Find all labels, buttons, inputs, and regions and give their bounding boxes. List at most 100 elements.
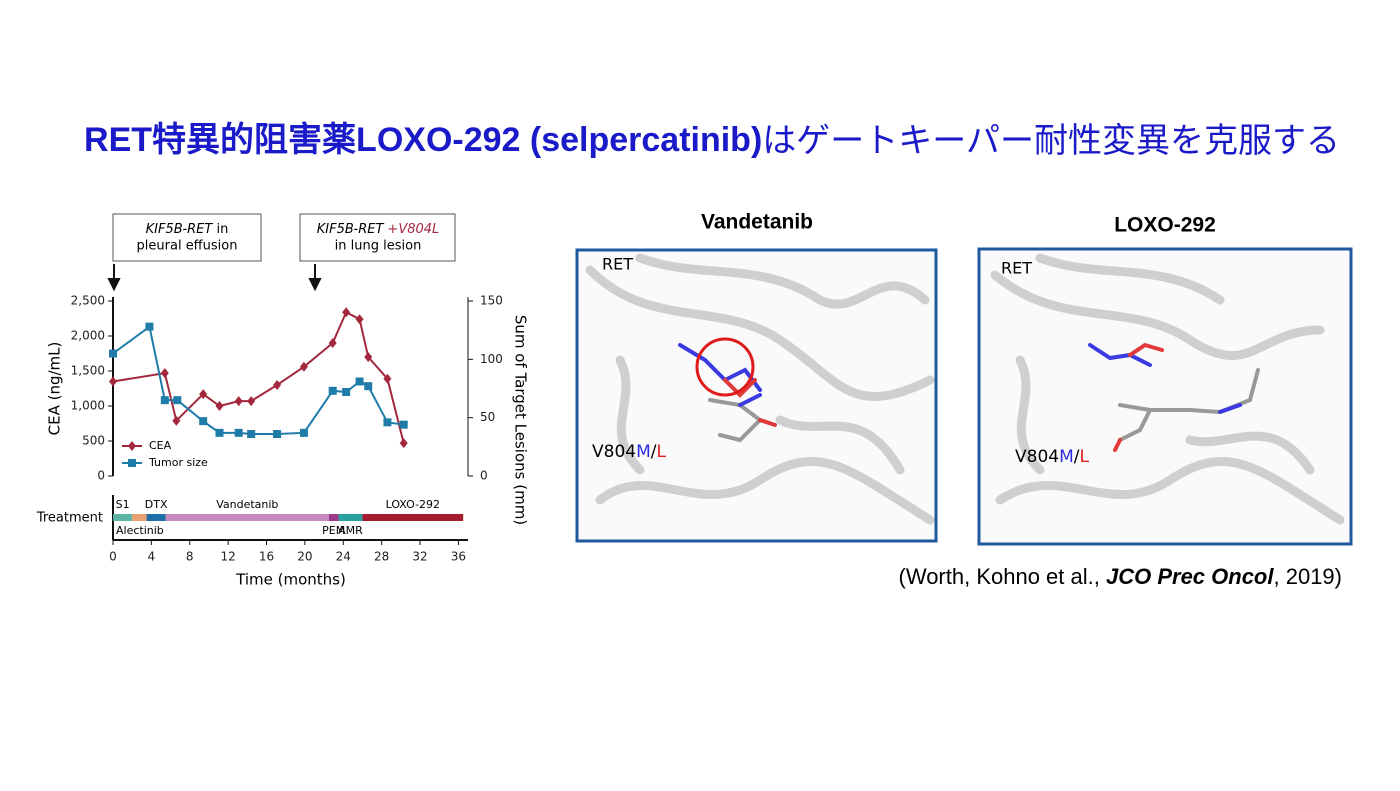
marker	[199, 389, 208, 400]
marker	[128, 441, 136, 451]
title-rest: はゲートキーパー耐性変異を克服する	[762, 121, 1340, 161]
y-tick-label: 500	[82, 434, 105, 448]
y2-tick-label: 50	[480, 410, 495, 424]
marker	[342, 307, 351, 318]
chain-label: RET	[602, 255, 633, 274]
structure-panel: Vandetanib RET V804M/L	[575, 211, 938, 543]
panel-frame	[977, 247, 1353, 546]
treatment-segment	[362, 514, 464, 521]
gene: KIF5B-RET	[317, 222, 385, 237]
y-tick-label: 1,500	[71, 364, 105, 378]
x-tick-label: 8	[186, 550, 194, 564]
ligand	[1088, 342, 1260, 452]
residue-label: V804M/L	[592, 442, 666, 462]
residue: V804	[592, 442, 636, 462]
treatment-segment	[132, 514, 147, 521]
marker	[160, 396, 169, 405]
marker	[234, 428, 243, 437]
marker	[355, 377, 364, 386]
x-tick-label: 24	[336, 550, 351, 564]
legend-label: CEA	[149, 439, 172, 452]
marker	[247, 396, 256, 407]
structure-panel: LOXO-292 RET V804M/L	[977, 214, 1353, 546]
treatment-name: Vandetanib	[216, 498, 278, 511]
marker	[399, 420, 408, 429]
panel-title: Vandetanib	[701, 211, 813, 234]
marker	[215, 428, 224, 437]
annotation-line: in lung lesion	[335, 239, 422, 254]
marker	[399, 438, 408, 449]
annotation-box	[112, 213, 262, 262]
ribbon	[990, 253, 1345, 525]
y2-tick-label: 150	[480, 294, 503, 308]
marker	[199, 417, 208, 426]
citation-text: (Worth, Kohno et al.,	[899, 564, 1106, 589]
marker	[299, 428, 308, 437]
x-tick-label: 12	[220, 550, 235, 564]
treatment-name: DTX	[145, 498, 168, 511]
x-tick-label: 16	[259, 550, 274, 564]
highlight-circle	[695, 337, 755, 397]
x-tick-label: 28	[374, 550, 389, 564]
citation: (Worth, Kohno et al., JCO Prec Oncol, 20…	[899, 564, 1343, 589]
marker	[364, 382, 373, 391]
marker	[109, 376, 117, 387]
legend-label: Tumor size	[148, 456, 208, 469]
annotation-line: pleural effusion	[137, 239, 238, 254]
marker	[145, 322, 154, 331]
x-tick-label: 20	[297, 550, 312, 564]
treatment-segment	[146, 514, 166, 521]
series-line	[112, 324, 404, 435]
residue-label: V804M/L	[1015, 447, 1089, 467]
mutation: +V804L	[387, 222, 439, 237]
marker	[234, 396, 243, 407]
y2-axis-label: Sum of Target Lesions (mm)	[512, 315, 530, 525]
marker	[247, 430, 256, 438]
mutation: L	[1079, 447, 1089, 467]
y-axis-label: CEA (ng/mL)	[46, 342, 64, 436]
treatment-name: AMR	[338, 524, 363, 537]
treatment-name: LOXO-292	[386, 498, 440, 511]
marker	[173, 396, 182, 405]
treatment-name: S1	[116, 498, 130, 511]
marker	[215, 401, 224, 411]
title-bold: RET特異的阻害薬LOXO-292 (selpercatinib)	[84, 121, 762, 159]
y-tick-label: 1,000	[71, 399, 105, 413]
separator: /	[651, 442, 657, 462]
x-tick-label: 36	[451, 550, 466, 564]
chain-label: RET	[1001, 259, 1032, 278]
ribbon	[585, 253, 935, 525]
y-tick-label: 0	[97, 469, 105, 483]
marker	[328, 386, 337, 395]
y2-tick-label: 0	[480, 469, 488, 483]
annotation-line: KIF5B-RET +V804L	[317, 222, 440, 237]
gene: KIF5B-RET	[146, 222, 214, 237]
treatment-segment	[328, 514, 339, 521]
treatment-name: Alectinib	[116, 524, 164, 537]
arrows	[107, 264, 322, 292]
suffix: in	[212, 222, 228, 237]
panel-title: LOXO-292	[1114, 214, 1216, 237]
ligand	[678, 343, 777, 443]
x-tick-label: 32	[412, 550, 427, 564]
treatment-segment	[113, 514, 133, 521]
marker	[355, 314, 364, 325]
citation-text: , 2019)	[1274, 564, 1343, 589]
residue: V804	[1015, 447, 1059, 467]
y2-tick-label: 100	[480, 352, 503, 366]
marker	[383, 373, 392, 384]
marker	[128, 459, 136, 467]
mutation: L	[656, 442, 666, 462]
y-tick-label: 2,000	[71, 329, 105, 343]
separator: /	[1074, 447, 1080, 467]
annotation-line: KIF5B-RET in	[146, 222, 229, 237]
marker	[328, 338, 337, 348]
marker	[383, 418, 392, 427]
marker	[342, 388, 351, 396]
chart: 0 500 1,000 1,500 2,000 2,500 0 50 100 150 CEA (ng…	[36, 294, 530, 589]
x-axis-label: Time (months)	[235, 571, 346, 589]
journal: JCO Prec Oncol	[1106, 564, 1274, 589]
slide-title: RET特異的阻害薬LOXO-292 (selpercatinib)はゲートキーパ…	[84, 121, 1340, 161]
